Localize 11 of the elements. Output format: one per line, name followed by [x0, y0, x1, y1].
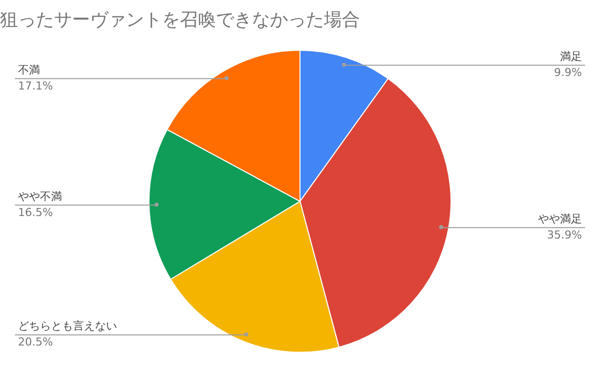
slice-label: やや満足 — [538, 212, 582, 226]
slice-label: 不満 — [18, 63, 40, 76]
slice-label: どちらとも言えない — [18, 320, 117, 333]
chart-title: 狙ったサーヴァントを召喚できなかった場合 — [0, 9, 360, 30]
slice-label: 満足 — [560, 50, 582, 64]
data-label: 9.9% — [554, 66, 582, 80]
data-label: 17.1% — [18, 79, 53, 92]
data-label: 35.9% — [547, 228, 582, 242]
slice-label: やや不満 — [18, 190, 62, 204]
data-label: 16.5% — [18, 206, 53, 220]
data-label: 20.5% — [18, 336, 53, 349]
